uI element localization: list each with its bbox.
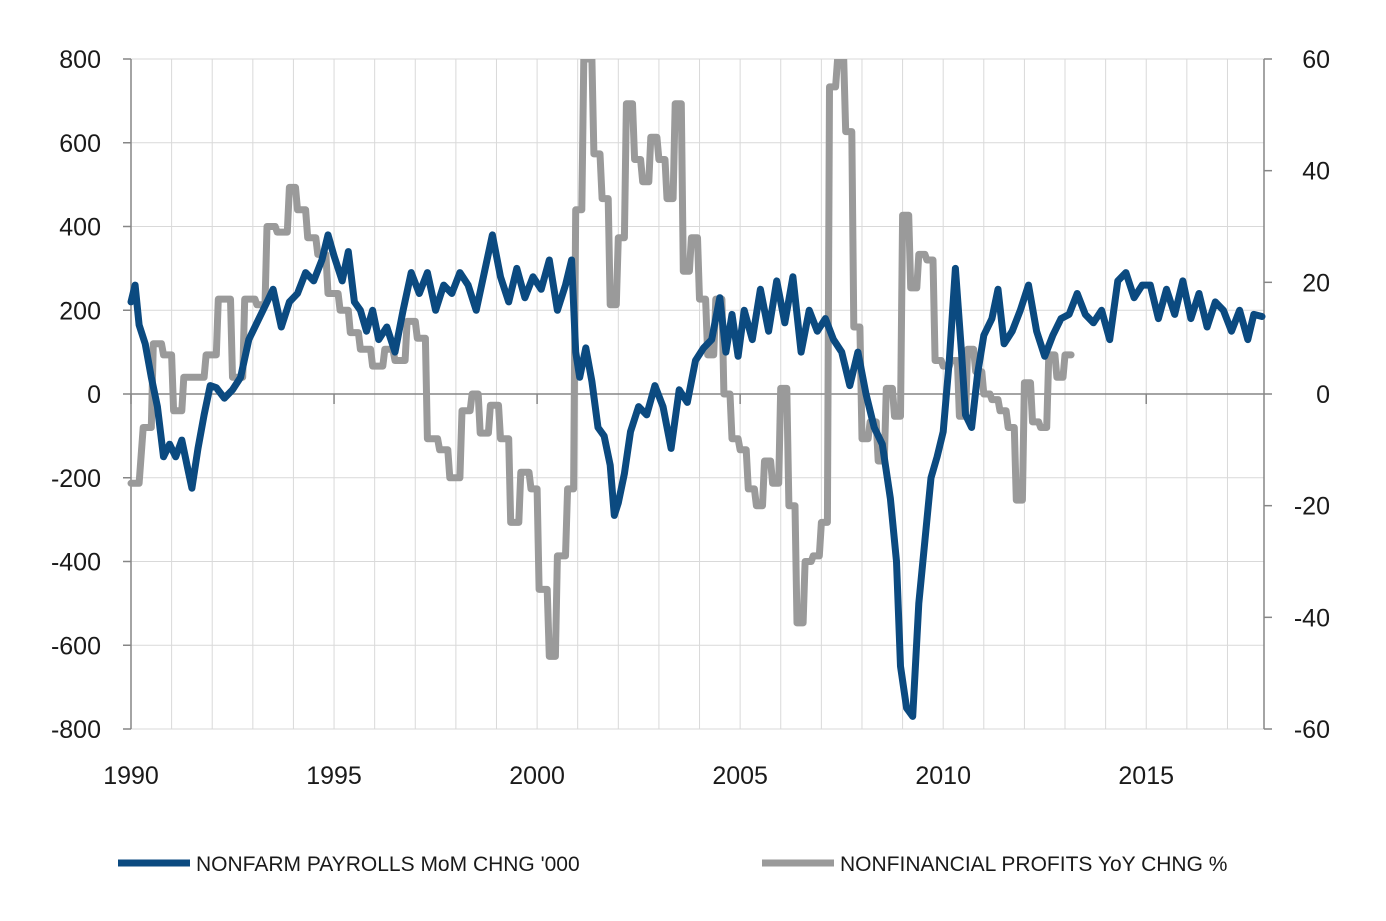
x-tick-label: 2010 [915,762,971,790]
left-tick-label: -200 [51,465,101,493]
x-tick-label: 2005 [712,762,768,790]
right-tick-label: 0 [1316,381,1330,409]
series-lines [127,59,1266,720]
left-tick-label: 0 [87,381,101,409]
right-tick-label: 60 [1302,46,1330,74]
left-tick-label: -400 [51,549,101,577]
legend-label-payrolls: NONFARM PAYROLLS MoM CHNG '000 [196,853,580,876]
nonfarm-payrolls-line [127,231,1266,720]
x-tick-label: 1990 [103,762,159,790]
left-tick-label: 600 [59,130,101,158]
left-tick-label: 200 [59,297,101,325]
x-tick-label: 2015 [1118,762,1174,790]
right-tick-label: -60 [1294,716,1330,744]
axes [123,58,1272,730]
tick-labels: 8006004002000-200-400-600-8006040200-20-… [51,46,1330,790]
right-tick-label: -20 [1294,493,1330,521]
left-tick-label: -800 [51,716,101,744]
right-tick-label: -40 [1294,604,1330,632]
x-tick-label: 2000 [509,762,565,790]
right-tick-label: 40 [1302,158,1330,186]
left-tick-label: -600 [51,632,101,660]
left-tick-label: 400 [59,214,101,242]
legend-label-profits: NONFINANCIAL PROFITS YoY CHNG % [840,853,1227,876]
legend: NONFARM PAYROLLS MoM CHNG '000 NONFINANCI… [118,853,1227,876]
right-tick-label: 20 [1302,269,1330,297]
x-tick-label: 1995 [306,762,362,790]
left-tick-label: 800 [59,46,101,74]
nonfinancial-profits-line [127,59,1075,660]
